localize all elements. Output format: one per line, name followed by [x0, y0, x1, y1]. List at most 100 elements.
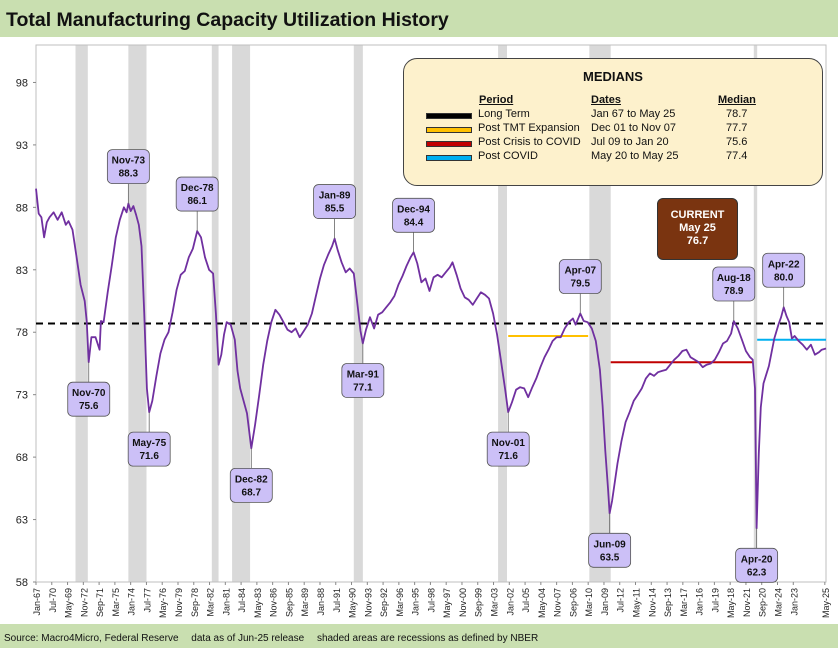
- callout-box: [762, 252, 806, 288]
- callout-date: Dec-82: [235, 474, 268, 485]
- x-tick-label: Mar-03: [490, 588, 500, 617]
- callout-apr-22: Apr-22 80.0: [762, 252, 806, 308]
- callout-box: [229, 467, 273, 503]
- x-tick-label: Mar-17: [679, 588, 689, 617]
- callout-date: Nov-73: [112, 156, 146, 167]
- callout-value: 63.5: [600, 552, 620, 563]
- x-tick-label: Jul-84: [237, 588, 247, 613]
- x-tick-label: Jan-81: [221, 588, 231, 616]
- medians-period: Post COVID: [478, 150, 538, 162]
- x-tick-label: Jul-91: [332, 588, 342, 613]
- callout-box: [127, 431, 171, 467]
- x-tick-label: May-18: [726, 588, 736, 618]
- x-tick-label: Jan-16: [695, 588, 705, 616]
- callout-nov-70: Nov-70 75.6: [67, 362, 111, 417]
- callout-apr-07: Apr-07 79.5: [558, 259, 602, 314]
- x-tick-label: Nov-93: [363, 588, 373, 617]
- y-tick-label: 63: [16, 515, 28, 527]
- x-tick-label: Sep-71: [95, 588, 105, 617]
- x-tick-label: Jan-88: [316, 588, 326, 616]
- callout-value: 85.5: [325, 204, 345, 215]
- callout-box: [712, 266, 756, 302]
- footer-data-note: data as of Jun-25 release: [191, 633, 305, 644]
- callout-date: Mar-91: [347, 369, 380, 380]
- x-tick-label: Mar-10: [584, 588, 594, 617]
- callout-box: [392, 197, 435, 233]
- x-tick-label: Jul-19: [710, 588, 720, 613]
- series-line: [35, 188, 827, 530]
- x-tick-label: Mar-96: [395, 588, 405, 617]
- callout-dec-94: Dec-94 84.4: [392, 197, 435, 253]
- callout-box: [67, 381, 111, 417]
- callout-date: Aug-18: [717, 273, 751, 284]
- recession-band: [232, 45, 251, 582]
- x-tick-label: Jul-05: [521, 588, 531, 613]
- callout-date: Dec-78: [181, 183, 214, 194]
- callout-box: [486, 431, 530, 467]
- callout-box: [341, 363, 385, 398]
- x-tick-label: Jul-77: [142, 588, 152, 613]
- medians-header-period: Period: [479, 94, 514, 106]
- callout-date: Apr-20: [741, 554, 773, 565]
- x-tick-label: Sep-20: [758, 588, 768, 617]
- recession-band: [498, 45, 507, 582]
- callout-date: Apr-22: [768, 259, 800, 270]
- callout-date: Nov-01: [492, 438, 526, 449]
- callout-box: [313, 184, 356, 219]
- callout-value: 71.6: [498, 451, 518, 462]
- x-tick-label: Sep-99: [474, 588, 484, 617]
- callout-date: Apr-07: [564, 266, 596, 277]
- x-tick-label: May-04: [537, 588, 547, 618]
- x-tick-label: Jan-23: [789, 588, 799, 616]
- x-tick-label: May-97: [442, 588, 452, 618]
- x-tick-label: Nov-14: [647, 588, 657, 617]
- x-tick-label: May-76: [158, 588, 168, 618]
- y-tick-label: 68: [16, 452, 28, 464]
- callout-nov-01: Nov-01 71.6: [486, 412, 530, 467]
- x-tick-label: Sep-85: [284, 588, 294, 617]
- x-tick-label: May-11: [632, 588, 642, 617]
- callout-dec-78: Dec-78 86.1: [175, 176, 219, 232]
- recession-band: [753, 45, 758, 582]
- footer-source: Source: Macro4Micro, Federal Reserve: [4, 633, 179, 644]
- callout-apr-20: Apr-20 62.3: [735, 528, 779, 583]
- callout-box: [106, 149, 150, 185]
- callout-nov-73: Nov-73 88.3: [106, 149, 150, 204]
- callout-date: Jun-09: [594, 539, 627, 550]
- x-tick-label: Jan-02: [505, 588, 515, 616]
- x-tick-label: Mar-89: [300, 588, 310, 617]
- medians-value: 75.6: [726, 136, 748, 148]
- medians-title: MEDIANS: [583, 69, 643, 84]
- medians-value: 77.4: [726, 150, 748, 162]
- y-tick-label: 88: [16, 202, 28, 214]
- medians-header-dates: Dates: [591, 94, 621, 106]
- y-tick-label: 78: [16, 327, 28, 339]
- y-tick-label: 93: [16, 140, 28, 152]
- y-tick-label: 83: [16, 265, 28, 277]
- x-tick-label: Nov-79: [174, 588, 184, 617]
- y-tick-label: 58: [16, 577, 28, 589]
- medians-legend-box: MEDIANS Period Dates Median Long Term Ja…: [403, 58, 823, 186]
- medians-value: 77.7: [726, 122, 748, 134]
- legend-swatch-post-covid: [426, 155, 472, 161]
- x-tick-label: Sep-13: [663, 588, 673, 617]
- medians-value: 78.7: [726, 108, 748, 120]
- x-tick-label: Jan-67: [32, 588, 42, 616]
- callout-value: 77.1: [353, 382, 373, 393]
- medians-dates: Jul 09 to Jan 20: [591, 136, 669, 148]
- callout-value: 79.5: [571, 279, 591, 290]
- x-tick-label: Sep-92: [379, 588, 389, 617]
- callout-box: [558, 259, 602, 294]
- x-tick-label: Sep-06: [568, 588, 578, 617]
- legend-swatch-long-term: [426, 113, 472, 119]
- callout-box: [735, 547, 779, 583]
- current-label: CURRENT: [670, 209, 725, 221]
- medians-row-post-covid: Post COVID May 20 to May 25 77.4: [404, 150, 822, 164]
- legend-swatch-post-tmt: [426, 127, 472, 133]
- callout-jun-09: Jun-09 63.5: [588, 513, 632, 568]
- footer-recession-note: shaded areas are recessions as defined b…: [316, 633, 539, 644]
- medians-row-post-tmt: Post TMT Expansion Dec 01 to Nov 07 77.7: [404, 122, 822, 136]
- callout-jan-89: Jan-89 85.5: [313, 184, 356, 239]
- legend-swatch-post-crisis: [426, 141, 472, 147]
- current-value-box: CURRENT May 25 76.7: [657, 198, 738, 260]
